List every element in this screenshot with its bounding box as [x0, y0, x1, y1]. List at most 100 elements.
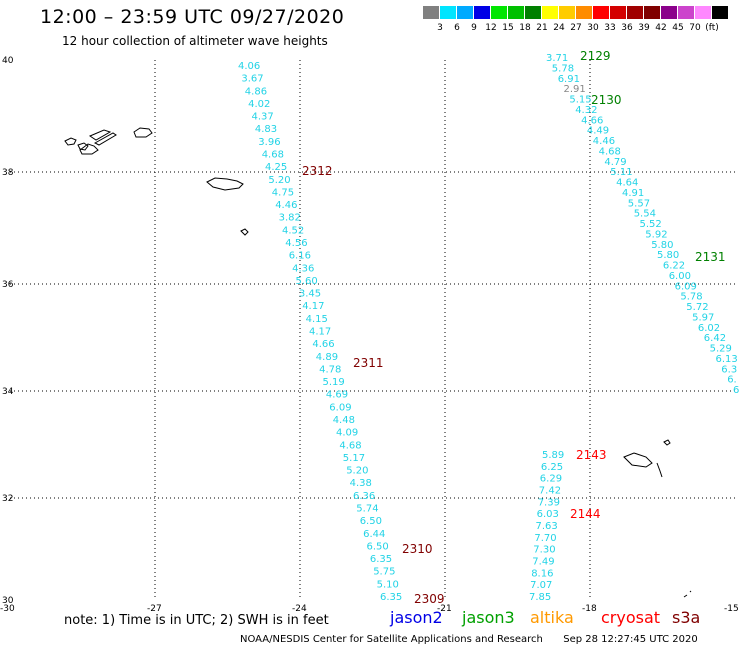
colorbar-swatch — [712, 6, 728, 19]
track-b-value: 6.02 — [698, 323, 720, 334]
track-a-value: 4.78 — [319, 364, 341, 375]
pass-label-2144: 2144 — [570, 507, 601, 521]
track-a-value: 6.44 — [363, 529, 385, 540]
track-b-value: 5.54 — [634, 209, 656, 220]
colorbar-swatch — [440, 6, 456, 19]
track-b-value: 6.22 — [663, 261, 685, 272]
track-a-value: 4.15 — [306, 314, 328, 325]
track-a-value: 4.06 — [238, 61, 260, 72]
lon-tick-label: -30 — [0, 604, 15, 614]
pass-label-2129: 2129 — [580, 49, 611, 63]
colorbar-label: 33 — [604, 23, 616, 33]
lat-tick-label: 34 — [2, 387, 14, 397]
track-a-value: 4.89 — [316, 352, 338, 363]
colorbar-swatch — [678, 6, 694, 19]
island-flores — [64, 137, 77, 146]
track-a-value: 4.56 — [285, 238, 307, 249]
track-b-value: 4.46 — [593, 136, 615, 147]
track-b-value: 5.15 — [569, 95, 591, 106]
track-c-value: 7.30 — [533, 545, 555, 556]
track-b-value: 6.42 — [704, 333, 726, 344]
colorbar-swatch — [474, 6, 490, 19]
track-b-value: 3.71 — [546, 53, 568, 64]
pass-label-2309: 2309 — [414, 592, 445, 606]
track-a-value: 5.17 — [343, 453, 365, 464]
island-graciosa — [133, 127, 153, 138]
track-a-value: 4.36 — [292, 263, 314, 274]
track-c-value: 7.63 — [536, 521, 558, 532]
altimeter-tracks: 4.063.674.864.024.374.833.964.684.255.20… — [238, 53, 739, 603]
pass-label-2131: 2131 — [695, 250, 726, 264]
track-a-value: 4.37 — [252, 112, 274, 123]
track-b-value: 5.97 — [692, 312, 714, 323]
track-b-value: 5.57 — [628, 198, 650, 209]
track-a-value: 6.50 — [360, 516, 382, 527]
track-a-value: 3.45 — [299, 289, 321, 300]
track-b-value: 6.00 — [669, 271, 691, 282]
lat-tick-label: 36 — [2, 280, 14, 290]
track-a-value: 4.09 — [336, 428, 358, 439]
colorbar-label: 12 — [485, 23, 497, 33]
track-b-value: 4.64 — [616, 178, 638, 189]
track-a-value: 4.38 — [350, 478, 372, 489]
colorbar-swatch — [491, 6, 507, 19]
track-a-value: 4.66 — [312, 339, 334, 350]
colorbar-swatch — [525, 6, 541, 19]
track-b-value: 4.91 — [622, 188, 644, 199]
lat-tick-label: 38 — [2, 168, 14, 178]
track-a-value: 4.68 — [339, 440, 361, 451]
track-a-value: 5.74 — [356, 504, 378, 515]
legend-altika: altika — [530, 608, 574, 627]
track-a-value: 3.96 — [258, 137, 280, 148]
track-c-value: 7.85 — [529, 592, 551, 603]
track-a-value: 5.20 — [268, 175, 290, 186]
lon-tick-label: -18 — [582, 604, 597, 614]
track-c-value: 7.49 — [532, 557, 554, 568]
axis-ticks: 40 38 36 34 32 30-30 -27 -24 -21 -18 -15 — [0, 56, 739, 614]
track-b-value: 5.72 — [686, 302, 708, 313]
track-a-value: 4.68 — [262, 150, 284, 161]
island-porto-santo — [663, 439, 671, 446]
track-b-value: 6.3 — [721, 364, 737, 375]
colorbar-label: 70 — [689, 23, 701, 33]
track-b-value: 4.66 — [581, 115, 603, 126]
track-b-value: 5.78 — [680, 292, 702, 303]
legend-jason2: jason2 — [390, 608, 443, 627]
track-a-value: 6.35 — [380, 592, 402, 603]
colorbar-label: 42 — [655, 23, 667, 33]
track-a-value: 4.46 — [275, 200, 297, 211]
island-outlines — [64, 127, 692, 598]
track-b-value: 5.92 — [645, 229, 667, 240]
track-c-value: 5.89 — [542, 450, 564, 461]
colorbar-swatch — [627, 6, 643, 19]
colorbar-label: (ft) — [705, 23, 719, 33]
track-a-value: 5.60 — [296, 276, 318, 287]
island-corvo — [77, 142, 89, 151]
colorbar-label: 9 — [471, 23, 477, 33]
track-a-value: 4.83 — [255, 124, 277, 135]
track-a-value: 5.19 — [323, 377, 345, 388]
track-b-value: 4.79 — [604, 157, 626, 168]
footer-timestamp: Sep 28 12:27:45 UTC 2020 — [563, 634, 698, 645]
colorbar-swatch — [508, 6, 524, 19]
track-a-value: 5.75 — [373, 567, 395, 578]
track-a-value: 4.75 — [272, 187, 294, 198]
legend-jason3: jason3 — [462, 608, 515, 627]
track-c-value: 7.42 — [539, 486, 561, 497]
track-b-value: 5.29 — [710, 344, 732, 355]
track-a-value: 6.09 — [329, 402, 351, 413]
lon-tick-label: -21 — [437, 604, 452, 614]
pass-label-2312: 2312 — [302, 164, 333, 178]
track-b-value: 6.91 — [558, 74, 580, 85]
track-a-value: 4.48 — [333, 415, 355, 426]
colorbar-label: 39 — [638, 23, 650, 33]
island-desertas — [656, 462, 663, 478]
pass-label-2310: 2310 — [402, 542, 433, 556]
colorbar-swatch — [457, 6, 473, 19]
colorbar-label: 30 — [587, 23, 599, 33]
colorbar-label: 18 — [519, 23, 531, 33]
chart-subtitle: 12 hour collection of altimeter wave hei… — [62, 34, 328, 48]
track-b-value: 5.52 — [640, 219, 662, 230]
track-c-value: 8.16 — [531, 568, 553, 579]
colorbar-swatch — [542, 6, 558, 19]
